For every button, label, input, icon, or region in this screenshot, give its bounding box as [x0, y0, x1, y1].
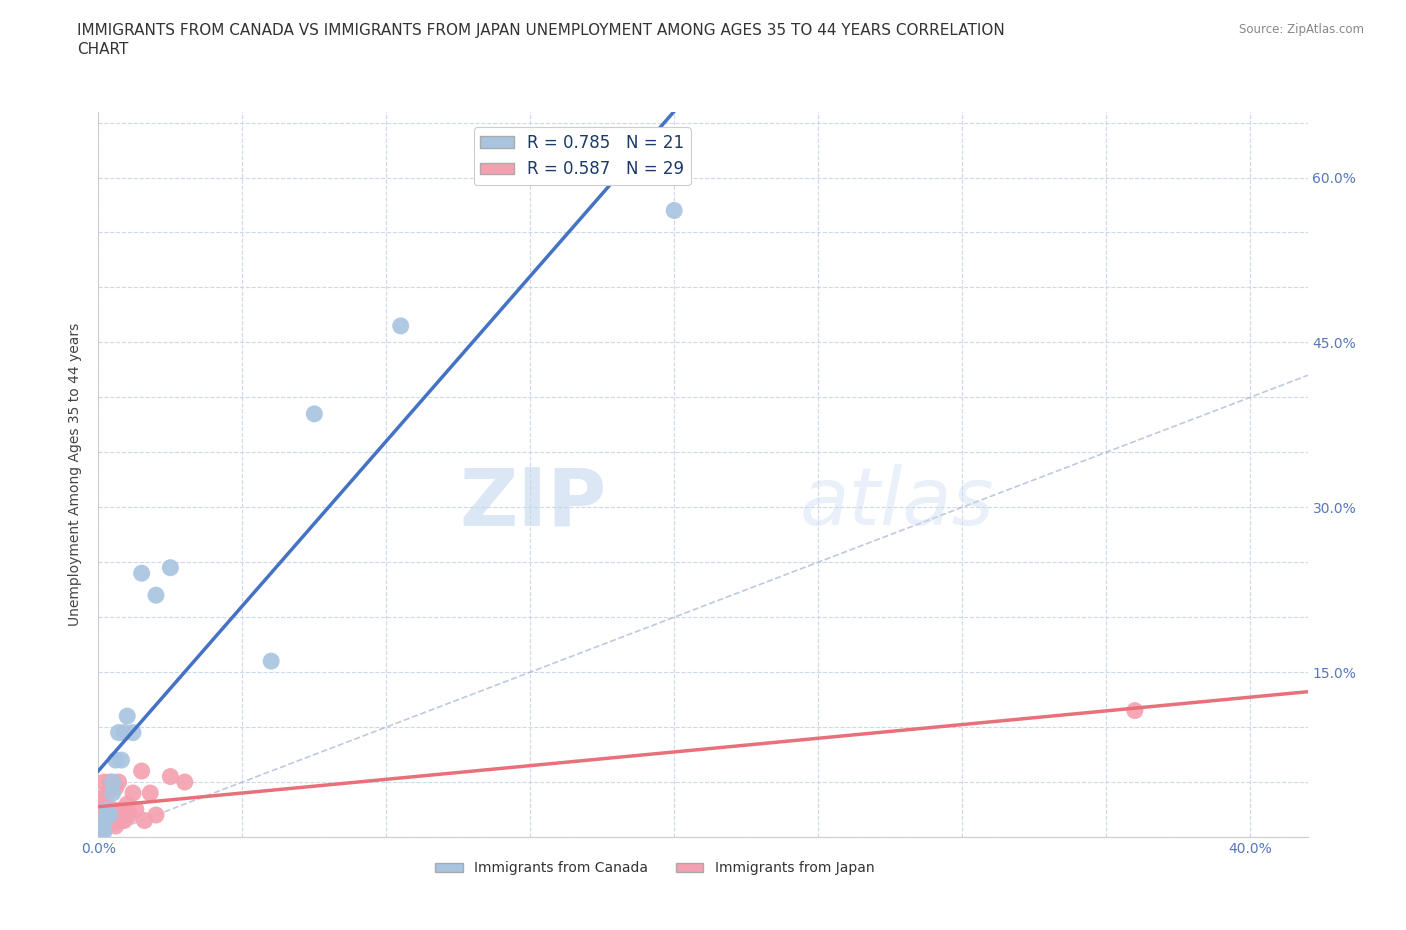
Point	[110, 752, 132, 767]
Point	[134, 813, 156, 828]
Point	[120, 807, 142, 822]
Point	[96, 802, 118, 817]
Point	[104, 780, 127, 795]
Point	[122, 725, 145, 740]
Point	[104, 752, 127, 767]
Point	[145, 588, 167, 603]
Point	[125, 802, 148, 817]
Point	[145, 807, 167, 822]
Point	[90, 824, 112, 839]
Point	[112, 813, 135, 828]
Legend: Immigrants from Canada, Immigrants from Japan: Immigrants from Canada, Immigrants from …	[429, 856, 880, 881]
Point	[131, 764, 153, 778]
Y-axis label: Unemployment Among Ages 35 to 44 years: Unemployment Among Ages 35 to 44 years	[69, 323, 83, 626]
Point	[107, 813, 129, 828]
Point	[159, 769, 181, 784]
Text: IMMIGRANTS FROM CANADA VS IMMIGRANTS FROM JAPAN UNEMPLOYMENT AMONG AGES 35 TO 44: IMMIGRANTS FROM CANADA VS IMMIGRANTS FRO…	[77, 23, 1005, 38]
Text: Source: ZipAtlas.com: Source: ZipAtlas.com	[1239, 23, 1364, 36]
Point	[110, 802, 132, 817]
Point	[131, 565, 153, 580]
Point	[93, 824, 115, 839]
Point	[139, 786, 162, 801]
Point	[664, 203, 686, 218]
Point	[98, 807, 121, 822]
Point	[96, 786, 118, 801]
Point	[304, 406, 326, 421]
Point	[98, 807, 121, 822]
Point	[96, 818, 118, 833]
Point	[260, 654, 283, 669]
Text: ZIP: ZIP	[458, 464, 606, 542]
Point	[115, 709, 138, 724]
Point	[107, 775, 129, 790]
Point	[93, 775, 115, 790]
Point	[101, 802, 124, 817]
Point	[93, 797, 115, 812]
Point	[90, 791, 112, 806]
Point	[90, 824, 112, 839]
Point	[101, 775, 124, 790]
Point	[101, 786, 124, 801]
Point	[173, 775, 195, 790]
Point	[107, 725, 129, 740]
Point	[104, 818, 127, 833]
Text: CHART: CHART	[77, 42, 129, 57]
Point	[159, 560, 181, 575]
Point	[98, 775, 121, 790]
Point	[122, 786, 145, 801]
Point	[93, 818, 115, 833]
Point	[90, 818, 112, 833]
Point	[115, 797, 138, 812]
Point	[90, 807, 112, 822]
Text: atlas: atlas	[800, 464, 994, 542]
Point	[1123, 703, 1146, 718]
Point	[389, 318, 412, 333]
Point	[96, 802, 118, 817]
Point	[112, 725, 135, 740]
Point	[93, 813, 115, 828]
